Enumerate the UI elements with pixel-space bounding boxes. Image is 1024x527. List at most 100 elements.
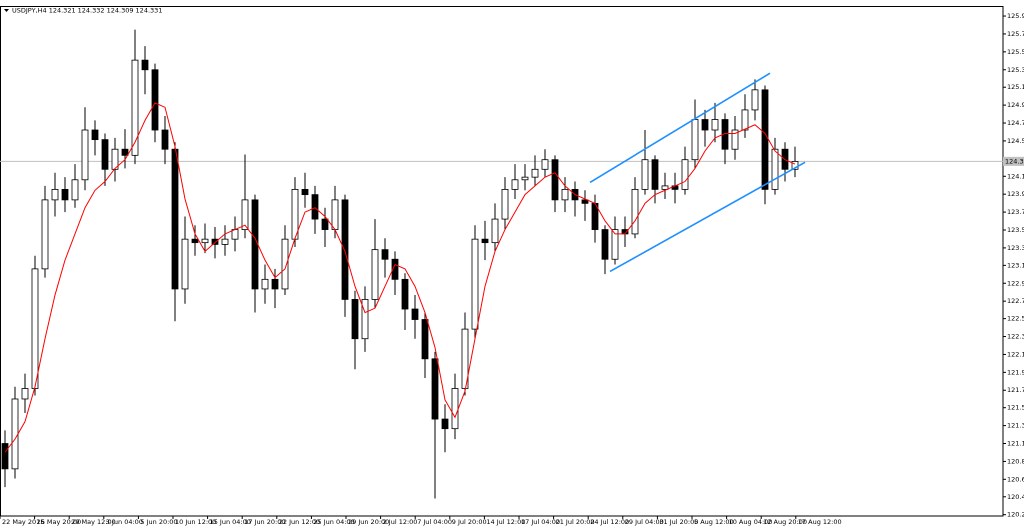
y-tick-label: 125.995 xyxy=(1007,12,1024,20)
x-tick-label: 10 Jun 12:00 xyxy=(175,518,216,526)
y-tick-label: 125.790 xyxy=(1007,30,1024,38)
candle-body xyxy=(481,238,489,244)
candle-body xyxy=(141,59,149,71)
candle-body xyxy=(611,229,619,260)
x-tick-label: 7 Jul 04:00 xyxy=(417,518,452,526)
candle-body xyxy=(431,358,439,420)
y-tick-label: 123.340 xyxy=(1007,244,1024,252)
candle-body xyxy=(651,159,659,190)
y-tick-label: 123.545 xyxy=(1007,226,1024,234)
candle-body xyxy=(281,238,289,290)
candle-body xyxy=(731,129,739,150)
candle-body xyxy=(471,238,479,330)
y-tick-label: 122.935 xyxy=(1007,279,1024,287)
candle-body xyxy=(701,119,709,131)
candle-body xyxy=(751,89,759,111)
x-tick-label: 2 Jul 12:00 xyxy=(383,518,418,526)
candle-body xyxy=(551,159,559,201)
candle-body xyxy=(711,119,719,131)
last-price-box xyxy=(1003,156,1024,166)
trendline xyxy=(609,161,806,273)
x-tick-label: 3 Jun 04:00 xyxy=(106,518,143,526)
candle-body xyxy=(61,188,69,201)
candle-body xyxy=(261,278,269,290)
y-tick-label: 122.730 xyxy=(1007,297,1024,305)
candle-body xyxy=(541,159,549,170)
candle-body xyxy=(101,139,109,170)
candle-body xyxy=(451,388,459,430)
y-tick-label: 124.565 xyxy=(1007,137,1024,145)
y-tick-label: 124.975 xyxy=(1007,101,1024,109)
candle-body xyxy=(221,238,229,245)
candle-body xyxy=(601,229,609,260)
y-tick-label: 123.750 xyxy=(1007,208,1024,216)
x-tick-label: 15 Jun 04:00 xyxy=(210,518,251,526)
x-tick-label: 29 Jun 20:00 xyxy=(348,518,389,526)
candle-body xyxy=(41,199,49,270)
menu-arrow xyxy=(4,9,9,12)
candle-body xyxy=(581,199,589,204)
y-tick-label: 125.380 xyxy=(1007,66,1024,74)
candle-body xyxy=(411,308,419,320)
x-tick-label: 12 Aug 20:00 xyxy=(763,518,807,526)
candle-body xyxy=(1,443,9,470)
candle-body xyxy=(341,199,349,300)
candle-body xyxy=(561,188,569,201)
plot-frame xyxy=(0,6,1004,517)
candle-body xyxy=(171,148,179,290)
y-tick-label: 120.285 xyxy=(1007,511,1024,519)
x-tick-label: 26 May 20:00 xyxy=(37,518,82,526)
candle-body xyxy=(191,238,199,244)
candle-body xyxy=(151,69,159,131)
candle-body xyxy=(381,249,389,260)
candle-body xyxy=(391,258,399,280)
candle-body xyxy=(21,388,29,400)
candle-body xyxy=(241,199,249,230)
x-tick-label: 25 Jun 04:00 xyxy=(313,518,354,526)
moving-average xyxy=(4,102,796,453)
x-tick-label: 5 Aug 12:00 xyxy=(694,518,734,526)
candle-body xyxy=(271,278,279,290)
candle-body xyxy=(491,218,499,244)
candle-body xyxy=(511,179,519,190)
candle-body xyxy=(401,278,409,310)
y-tick-label: 123.140 xyxy=(1007,261,1024,269)
candle-body xyxy=(81,129,89,181)
last-price-label: 124.331 xyxy=(1005,157,1024,165)
x-tick-label: 10 Aug 04:00 xyxy=(729,518,773,526)
candle-body xyxy=(161,129,169,150)
candle-body xyxy=(251,199,259,290)
y-tick-label: 125.585 xyxy=(1007,48,1024,56)
candle-body xyxy=(181,238,189,290)
y-tick-label: 122.530 xyxy=(1007,315,1024,323)
x-tick-label: 17 Jul 04:00 xyxy=(521,518,560,526)
x-tick-label: 29 May 12:00 xyxy=(71,518,116,526)
chart-layer: 125.995 125.790 125.585 125.380 125.180 124.9… xyxy=(0,12,1024,526)
candle-body xyxy=(441,418,449,430)
candle-body xyxy=(71,179,79,201)
y-tick-label: 123.955 xyxy=(1007,190,1024,198)
y-tick-label: 121.510 xyxy=(1007,404,1024,412)
y-tick-label: 124.160 xyxy=(1007,172,1024,180)
candle-body xyxy=(421,319,429,360)
x-tick-label: 9 Jul 20:00 xyxy=(452,518,487,526)
candle-body xyxy=(121,148,129,156)
candle-body xyxy=(51,188,59,201)
candle-body xyxy=(641,159,649,190)
candle-body xyxy=(631,188,639,235)
candle-body xyxy=(361,299,369,340)
candle-body xyxy=(311,194,319,220)
candle-body xyxy=(11,398,19,470)
candle-body xyxy=(91,129,99,141)
trendline xyxy=(589,72,771,184)
x-tick-label: 31 Jul 20:00 xyxy=(659,518,698,526)
x-tick-label: 22 May 2015 xyxy=(2,518,44,526)
candle-body xyxy=(741,109,749,131)
x-tick-label: 29 Jul 04:00 xyxy=(625,518,664,526)
candle-body xyxy=(31,268,39,389)
candle-body xyxy=(531,168,539,178)
y-tick-label: 121.710 xyxy=(1007,386,1024,394)
y-tick-label: 120.690 xyxy=(1007,475,1024,483)
candle-body xyxy=(351,299,359,340)
